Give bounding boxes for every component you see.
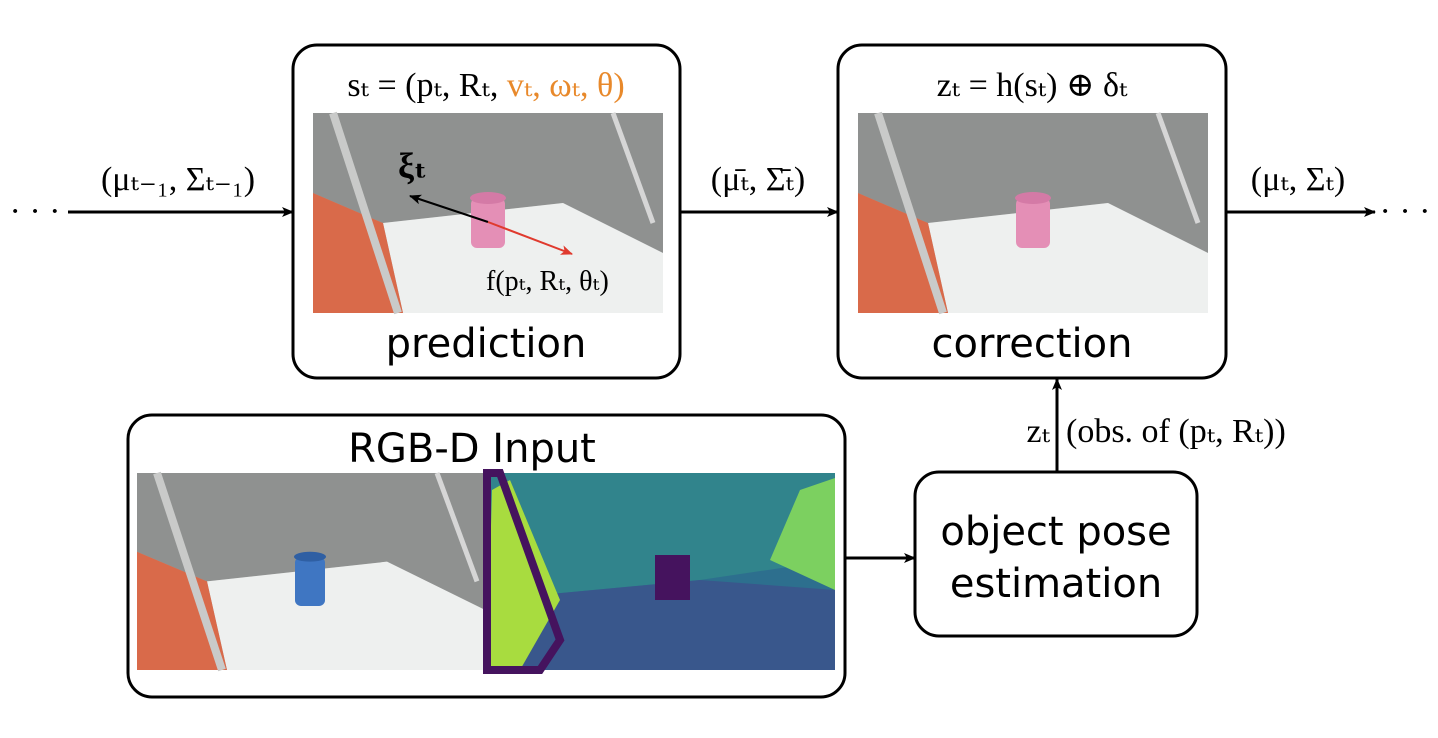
motion-label: f(pₜ, Rₜ, θₜ) [486,266,609,297]
node-formula: zₜ = h(sₜ) ⊕ δₜ [937,67,1128,104]
edge-label: (μₜ₋₁, Σₜ₋₁) [101,161,255,198]
node-box [913,470,1199,638]
vector-label: ξₜ [398,146,427,186]
node-label: object pose [940,509,1171,555]
depth-image [483,469,835,674]
ellipsis: · · · [1380,193,1431,230]
rgb-image [137,473,487,670]
node-formula: sₜ = (pₜ, Rₜ, vₜ, ωₜ, θ) [347,67,624,104]
node-label: estimation [950,561,1162,607]
camera-image [858,113,1208,313]
edge-label: (μ̄ₜ, Σ̄ₜ) [711,161,805,198]
velocity-arrow [409,194,489,223]
edge-label: zₜ [1027,413,1051,450]
node-label: prediction [386,321,587,367]
formula-part: sₜ = (pₜ, Rₜ, [347,67,507,104]
node-label: correction [932,321,1133,367]
ellipsis: · · · [10,193,61,230]
motion-arrow [487,221,573,255]
edge-label: (μₜ, Σₜ) [1251,161,1345,198]
node-label: RGB-D Input [348,426,596,472]
formula-highlight: vₜ, ωₜ, θ) [507,67,625,104]
edge-note: (obs. of (pₜ, Rₜ)) [1066,413,1286,450]
